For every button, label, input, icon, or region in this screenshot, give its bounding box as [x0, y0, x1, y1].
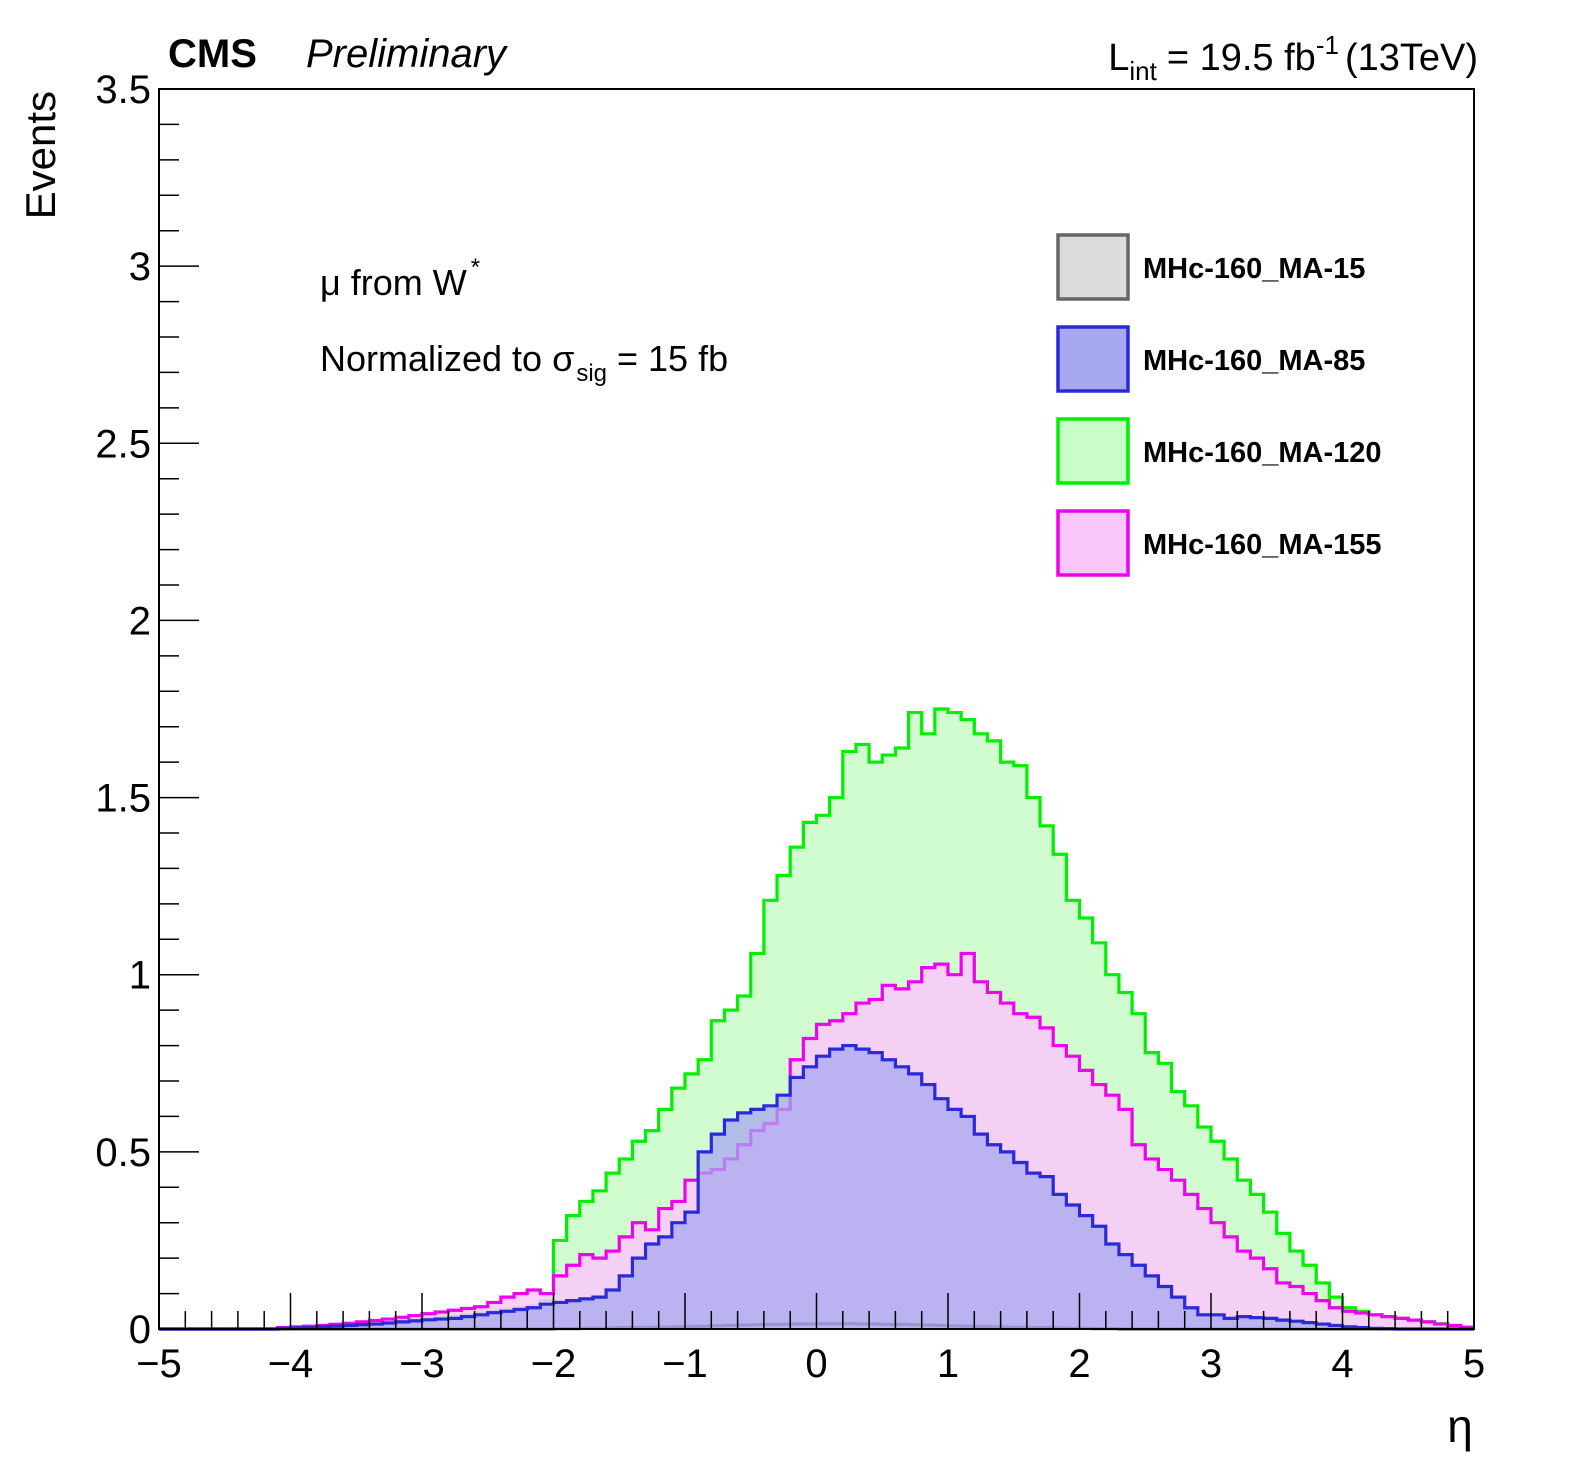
annotation-normalization: Normalized to σsig = 15 fb [320, 338, 728, 387]
y-tick-label: 0.5 [95, 1131, 151, 1175]
lumi-subscript: int [1129, 56, 1157, 86]
x-tick-label: 4 [1331, 1342, 1353, 1386]
x-tick-label: −4 [268, 1342, 314, 1386]
y-tick-label: 2.5 [95, 422, 151, 466]
experiment-label: CMS [168, 32, 257, 76]
y-tick-label: 1.5 [95, 777, 151, 821]
annotation-line1-sup: * [471, 254, 480, 281]
histogram-fill-mhc-160-ma-85 [159, 1045, 1474, 1329]
axis-tick-labels: −5 −4 −3 −2 −1 0 1 2 3 4 5 0 0.5 1 1.5 2 2.5 3 3.5 [95, 68, 1485, 1386]
legend-label-mhc-160-ma-85: MHc-160_MA-85 [1143, 345, 1365, 377]
x-tick-label: −2 [531, 1342, 577, 1386]
x-tick-label: 1 [937, 1342, 959, 1386]
annotation-line2-main: Normalized to σ [320, 338, 574, 379]
y-axis-title: Events [17, 91, 64, 219]
annotation-line1-main: μ from W [320, 262, 467, 303]
legend-label-mhc-160-ma-155: MHc-160_MA-155 [1143, 529, 1382, 561]
x-tick-label: −1 [662, 1342, 708, 1386]
legend: MHc-160_MA-15 MHc-160_MA-85 MHc-160_MA-120… [1056, 233, 1382, 577]
y-tick-label: 3.5 [95, 68, 151, 112]
y-tick-label: 0 [129, 1308, 151, 1352]
y-tick-label: 2 [129, 599, 151, 643]
x-tick-label: 0 [805, 1342, 827, 1386]
x-tick-label: 5 [1463, 1342, 1485, 1386]
luminosity-label: Lint = 19.5 fb-1 (13TeV) [1108, 30, 1478, 86]
status-label: Preliminary [306, 32, 509, 76]
lumi-symbol: L [1108, 37, 1129, 79]
lumi-exponent: -1 [1316, 30, 1339, 60]
x-tick-label: −3 [399, 1342, 445, 1386]
legend-label-mhc-160-ma-15: MHc-160_MA-15 [1143, 253, 1365, 285]
energy-label: (13TeV) [1345, 37, 1478, 79]
x-tick-label: 2 [1068, 1342, 1090, 1386]
legend-swatch-mhc-160-ma-85 [1056, 325, 1130, 393]
lumi-value: = 19.5 fb [1167, 37, 1316, 79]
legend-swatch-mhc-160-ma-155 [1056, 509, 1130, 577]
x-tick-label: −5 [136, 1342, 182, 1386]
legend-swatch-mhc-160-ma-15 [1056, 233, 1130, 301]
x-axis-title: η [1447, 1400, 1473, 1452]
legend-label-mhc-160-ma-120: MHc-160_MA-120 [1143, 437, 1382, 469]
y-tick-label: 1 [129, 954, 151, 998]
legend-swatch-mhc-160-ma-120 [1056, 417, 1130, 485]
x-tick-label: 3 [1200, 1342, 1222, 1386]
y-tick-label: 3 [129, 245, 151, 289]
axis-ticks [158, 88, 1475, 1330]
annotation-line2-sub: sig [576, 360, 607, 387]
annotation-muon-source: μ from W * [320, 254, 480, 303]
annotation-line2-tail: = 15 fb [617, 338, 728, 379]
